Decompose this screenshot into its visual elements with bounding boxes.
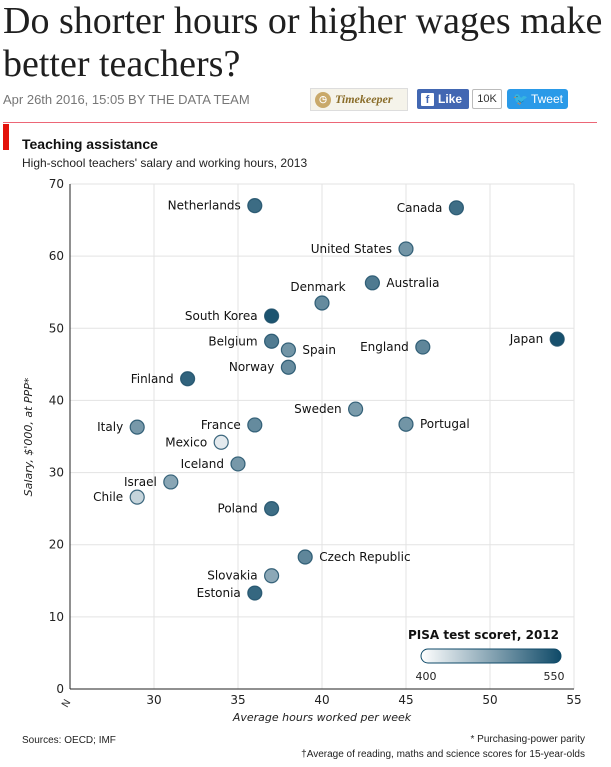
x-axis-label: Average hours worked per week: [232, 711, 412, 724]
point-label: United States: [311, 242, 392, 256]
data-point: [129, 419, 145, 435]
point-label: Israel: [124, 475, 157, 489]
x-tick-label: 45: [398, 693, 413, 707]
data-point: [280, 342, 296, 358]
y-axis-label: Salary, $'000, at PPP*: [22, 377, 35, 496]
x-axis-marker: N: [60, 698, 73, 710]
tweet-label: Tweet: [530, 92, 563, 106]
timekeeper-label: Timekeeper: [335, 92, 393, 106]
point-label: Czech Republic: [319, 550, 410, 564]
x-tick-label: 30: [146, 693, 161, 707]
data-point: [264, 568, 280, 584]
point-label: Iceland: [181, 457, 224, 471]
point-label: Portugal: [420, 417, 470, 431]
like-count: 10K: [472, 89, 502, 109]
legend-gradient-bar: [420, 648, 562, 664]
point-label: Finland: [131, 372, 174, 386]
data-point: [163, 474, 179, 490]
clock-icon: ◷: [315, 91, 331, 108]
data-point: [230, 456, 246, 472]
facebook-like-button[interactable]: f Like: [417, 89, 469, 109]
point-label: France: [201, 418, 241, 432]
data-point: [549, 331, 565, 347]
tweet-button[interactable]: 🐦 Tweet: [507, 89, 568, 109]
point-label: Canada: [397, 201, 443, 215]
data-point: [415, 339, 431, 355]
data-point: [314, 295, 330, 311]
data-point: [247, 585, 263, 601]
x-tick-label: 55: [566, 693, 581, 707]
sources-note: Sources: OECD; IMF: [22, 735, 116, 746]
point-label: Mexico: [165, 435, 207, 449]
data-point: [364, 275, 380, 291]
data-point: [297, 549, 313, 565]
data-point: [180, 371, 196, 387]
point-label: England: [360, 340, 409, 354]
x-tick-label: 35: [230, 693, 245, 707]
y-tick-label: 0: [56, 682, 64, 696]
timekeeper-button[interactable]: ◷ Timekeeper: [310, 88, 408, 111]
point-label: Italy: [97, 420, 123, 434]
y-tick-label: 50: [49, 321, 64, 335]
x-tick-label: 50: [482, 693, 497, 707]
point-label: Sweden: [294, 402, 341, 416]
point-label: Belgium: [208, 334, 257, 348]
data-point: [448, 200, 464, 216]
point-label: Chile: [93, 490, 123, 504]
point-label: Norway: [229, 360, 275, 374]
data-point: [280, 359, 296, 375]
article-headline: Do shorter hours or higher wages make be…: [3, 0, 603, 85]
point-label: Poland: [218, 502, 258, 516]
data-point: [247, 417, 263, 433]
like-label: Like: [438, 92, 463, 106]
data-point: [247, 198, 263, 214]
legend-max-label: 550: [544, 670, 565, 683]
point-label: South Korea: [185, 309, 258, 323]
point-label: Denmark: [290, 280, 345, 294]
point-label: Slovakia: [207, 569, 257, 583]
chart-title: Teaching assistance: [22, 136, 158, 152]
data-point: [398, 241, 414, 257]
legend-title: PISA test score†, 2012: [408, 628, 559, 642]
point-label: Spain: [302, 343, 336, 357]
data-point: [129, 489, 145, 505]
facebook-icon: f: [421, 92, 434, 106]
twitter-bird-icon: 🐦: [513, 92, 528, 106]
article-byline: Apr 26th 2016, 15:05 BY THE DATA TEAM: [3, 92, 250, 107]
x-tick-label: 40: [314, 693, 329, 707]
footnote-ppp: * Purchasing-power parity: [470, 734, 586, 745]
point-label: Netherlands: [168, 199, 241, 213]
data-point: [264, 501, 280, 517]
legend-min-label: 400: [416, 670, 437, 683]
y-tick-label: 60: [49, 249, 64, 263]
y-tick-label: 20: [49, 538, 64, 552]
data-point: [348, 401, 364, 417]
footnote-pisa: †Average of reading, maths and science s…: [301, 749, 585, 760]
data-point: [264, 308, 280, 324]
divider-rule: [3, 122, 597, 123]
y-tick-label: 30: [49, 466, 64, 480]
data-point: [264, 333, 280, 349]
chart-subtitle: High-school teachers' salary and working…: [22, 156, 308, 170]
y-tick-label: 70: [49, 177, 64, 191]
point-label: Estonia: [197, 586, 241, 600]
data-point: [213, 434, 229, 450]
point-label: Japan: [509, 332, 543, 346]
point-label: Australia: [386, 276, 439, 290]
y-tick-label: 40: [49, 393, 64, 407]
y-tick-label: 10: [49, 610, 64, 624]
data-point: [398, 416, 414, 432]
chart-red-tag: [3, 124, 9, 150]
